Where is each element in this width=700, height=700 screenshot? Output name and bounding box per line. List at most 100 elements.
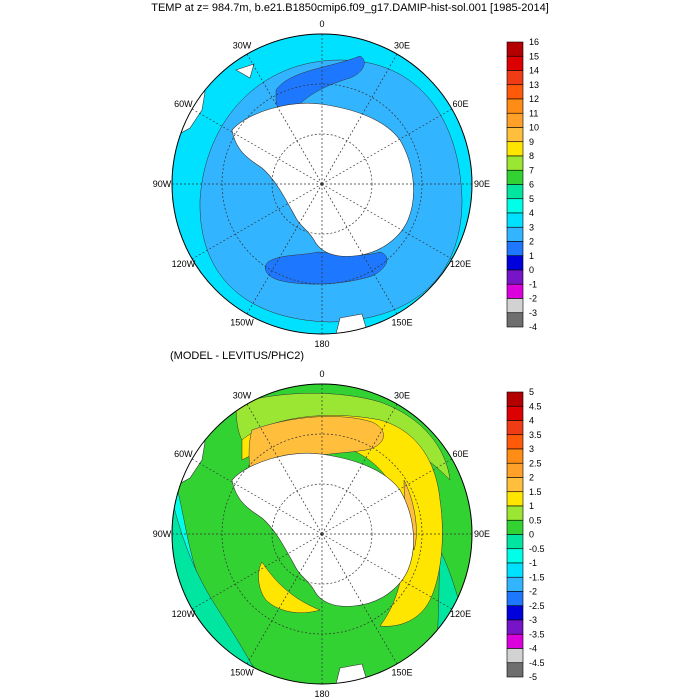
colorbar-label: 4 bbox=[529, 416, 534, 426]
colorbar-label: -2.5 bbox=[529, 601, 545, 611]
colorbar-swatch bbox=[506, 605, 524, 621]
colorbar-swatch bbox=[506, 241, 524, 257]
colorbar-swatch bbox=[506, 212, 524, 228]
colorbar-label: 3 bbox=[529, 222, 534, 232]
colorbar-label: 15 bbox=[529, 51, 539, 61]
colorbar-label: 9 bbox=[529, 137, 534, 147]
longitude-label: 90E bbox=[474, 179, 490, 189]
colorbar-swatch bbox=[506, 41, 524, 57]
colorbar-swatch bbox=[506, 298, 524, 314]
colorbar-swatch bbox=[506, 519, 524, 535]
colorbar-swatch bbox=[506, 576, 524, 592]
colorbar-swatch bbox=[506, 312, 524, 328]
meridian-line bbox=[321, 183, 453, 260]
colorbar-label: 7 bbox=[529, 165, 534, 175]
colorbar-label: 8 bbox=[529, 151, 534, 161]
top-land-island-1 bbox=[235, 63, 255, 79]
longitude-label: 120E bbox=[450, 259, 471, 269]
colorbar-label: 3.5 bbox=[529, 430, 542, 440]
colorbar-swatch bbox=[506, 562, 524, 578]
bottom-map-gridlines bbox=[172, 384, 472, 684]
bottom-yellow-band-south bbox=[258, 561, 321, 613]
longitude-label: 120E bbox=[450, 609, 471, 619]
colorbar-label: 1 bbox=[529, 251, 534, 261]
meridian-line bbox=[246, 53, 323, 185]
colorbar-swatch bbox=[506, 255, 524, 271]
colorbar-label: 2 bbox=[529, 473, 534, 483]
colorbar-swatch bbox=[506, 420, 524, 436]
bottom-map-border bbox=[171, 383, 473, 685]
colorbar-label: 5 bbox=[529, 387, 534, 397]
colorbar-swatch bbox=[506, 648, 524, 664]
colorbar-swatch bbox=[506, 662, 524, 678]
top-longitude-labels: 0 30E 60E 90E 120E 150E 180 150W 120W 90W 60W 30W bbox=[153, 19, 490, 349]
meridian-line bbox=[321, 53, 398, 185]
map-subtitle: (MODEL - LEVITUS/PHC2) bbox=[170, 350, 305, 362]
colorbar-swatch bbox=[506, 391, 524, 407]
colorbar-label: 0.5 bbox=[529, 515, 542, 525]
meridian-line bbox=[246, 403, 323, 535]
colorbar-label: -3.5 bbox=[529, 629, 545, 639]
colorbar-swatch bbox=[506, 55, 524, 71]
colorbar-label: -2 bbox=[529, 294, 537, 304]
meridian-line bbox=[321, 183, 398, 315]
colorbar-swatch bbox=[506, 462, 524, 478]
longitude-label: 120W bbox=[172, 259, 196, 269]
meridian-line bbox=[191, 533, 323, 610]
colorbar-label: -5 bbox=[529, 672, 537, 682]
colorbar-label: 1.5 bbox=[529, 487, 542, 497]
longitude-label: 90E bbox=[474, 529, 490, 539]
colorbar-swatch bbox=[506, 491, 524, 507]
colorbar-swatch bbox=[506, 477, 524, 493]
colorbar-swatch bbox=[506, 548, 524, 564]
meridian-line bbox=[321, 458, 453, 535]
longitude-label: 60E bbox=[453, 99, 469, 109]
bottom-longitude-labels: 0 30E 60E 90E 120E 150E 180 150W 120W 90W 60W 30W bbox=[153, 369, 490, 699]
meridian-line bbox=[191, 183, 323, 260]
colorbar-label: -2 bbox=[529, 587, 537, 597]
colorbar-swatch bbox=[506, 84, 524, 100]
colorbar-swatch bbox=[506, 448, 524, 464]
colorbar-label: 4.5 bbox=[529, 401, 542, 411]
colorbar-label: -4 bbox=[529, 644, 537, 654]
colorbar-label: 6 bbox=[529, 180, 534, 190]
colorbar-label: 2.5 bbox=[529, 458, 542, 468]
colorbar-swatch bbox=[506, 155, 524, 171]
bottom-land-antarctica bbox=[231, 452, 414, 607]
colorbar-label: -4 bbox=[529, 322, 537, 332]
meridian-line bbox=[191, 108, 323, 185]
colorbar-label: -1.5 bbox=[529, 572, 545, 582]
colorbar-label: 2 bbox=[529, 237, 534, 247]
longitude-label: 120W bbox=[172, 609, 196, 619]
longitude-label: 30E bbox=[394, 40, 410, 50]
colorbar-label: -4.5 bbox=[529, 658, 545, 668]
colorbar-swatch bbox=[506, 112, 524, 128]
longitude-label: 150E bbox=[391, 668, 412, 678]
colorbar-swatch bbox=[506, 505, 524, 521]
colorbar-swatch bbox=[506, 619, 524, 635]
longitude-label: 150W bbox=[230, 668, 254, 678]
meridian-line bbox=[246, 533, 323, 665]
colorbar-swatch bbox=[506, 226, 524, 242]
longitude-label: 90W bbox=[153, 179, 172, 189]
colorbar-label: 14 bbox=[529, 66, 539, 76]
meridian-line bbox=[321, 108, 453, 185]
colorbar-label: 1 bbox=[529, 501, 534, 511]
longitude-label: 60W bbox=[174, 99, 193, 109]
colorbar-swatch bbox=[506, 70, 524, 86]
colorbar-swatch bbox=[506, 633, 524, 649]
colorbar-label: 11 bbox=[529, 108, 538, 118]
top-cold-patch-south bbox=[265, 251, 388, 285]
colorbar-swatch bbox=[506, 169, 524, 185]
top-land-antarctica bbox=[231, 102, 414, 257]
colorbar-label: -3 bbox=[529, 615, 537, 625]
colorbar-swatch bbox=[506, 405, 524, 421]
colorbar-label: 13 bbox=[529, 80, 539, 90]
longitude-label: 60W bbox=[174, 449, 193, 459]
longitude-label: 180 bbox=[314, 689, 329, 699]
longitude-label: 0 bbox=[319, 369, 324, 379]
colorbar-swatch bbox=[506, 591, 524, 607]
colorbar-label: -1 bbox=[529, 279, 537, 289]
